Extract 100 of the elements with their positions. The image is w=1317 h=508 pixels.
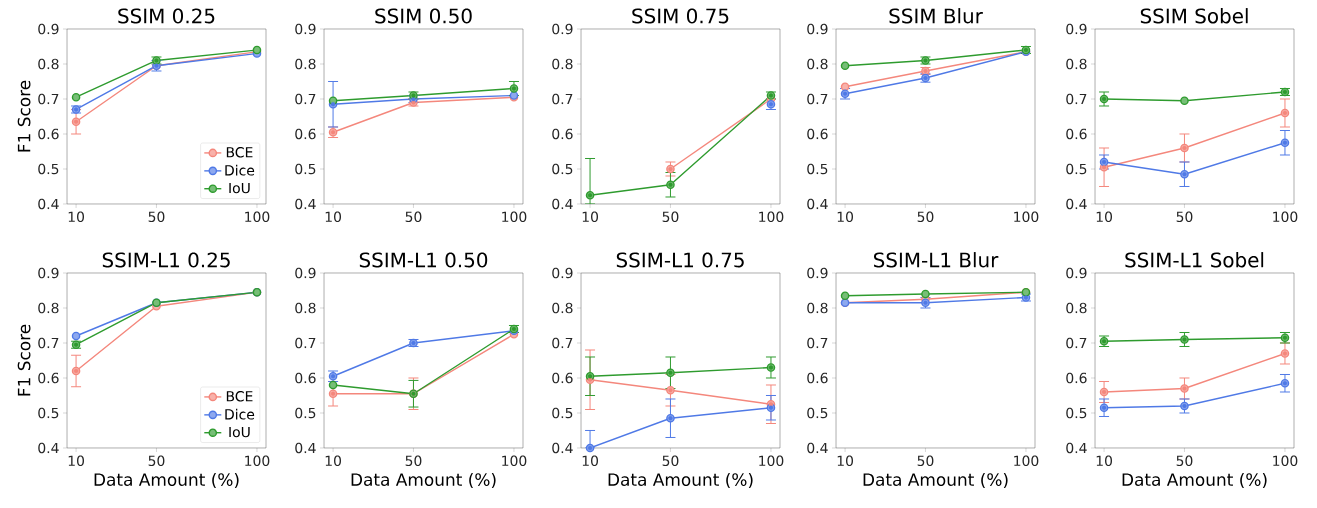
y-tick-label: 0.7: [552, 93, 573, 105]
y-tick-label: 0.7: [1066, 337, 1087, 349]
x-axis-title: Data Amount (%): [351, 472, 496, 488]
y-tick-label: 0.7: [807, 93, 828, 105]
y-tick-label: 0.6: [1066, 128, 1087, 140]
legend-label: Dice: [225, 408, 255, 420]
y-tick-label: 0.9: [552, 267, 573, 279]
chart-title: SSIM-L1 0.50: [359, 252, 488, 268]
y-tick-label: 0.4: [552, 198, 573, 210]
x-tick-label: 10: [68, 455, 85, 467]
chart-title: SSIM Sobel: [1140, 8, 1248, 24]
legend-label: IoU: [229, 426, 250, 438]
y-tick-label: 0.4: [38, 442, 59, 454]
y-tick-label: 0.6: [38, 128, 59, 140]
y-tick-label: 0.5: [807, 163, 828, 175]
y-tick-label: 0.5: [295, 163, 316, 175]
y-axis-title: F1 Score: [17, 80, 31, 152]
x-tick-label: 10: [837, 211, 854, 223]
y-tick-label: 0.8: [295, 302, 316, 314]
y-tick-label: 0.4: [1066, 442, 1087, 454]
y-tick-label: 0.9: [1066, 23, 1087, 35]
y-tick-label: 0.4: [807, 198, 828, 210]
x-axis-title: Data Amount (%): [1122, 472, 1267, 488]
y-tick-label: 0.7: [1066, 93, 1087, 105]
y-tick-label: 0.9: [38, 267, 59, 279]
y-tick-label: 0.8: [38, 302, 59, 314]
chart-title: SSIM 0.50: [375, 8, 472, 24]
x-tick-label: 10: [582, 455, 599, 467]
y-tick-label: 0.9: [295, 23, 316, 35]
x-tick-label: 10: [325, 455, 342, 467]
y-tick-label: 0.5: [552, 407, 573, 419]
y-tick-label: 0.6: [38, 372, 59, 384]
x-tick-label: 100: [1014, 455, 1039, 467]
legend-label: Dice: [225, 164, 255, 176]
y-tick-label: 0.7: [38, 337, 59, 349]
y-tick-label: 0.5: [807, 407, 828, 419]
x-axis-title: Data Amount (%): [863, 472, 1008, 488]
x-tick-label: 100: [1273, 455, 1298, 467]
x-tick-label: 100: [1014, 211, 1039, 223]
y-tick-label: 0.6: [552, 128, 573, 140]
y-tick-label: 0.7: [295, 93, 316, 105]
chart-title: SSIM Blur: [889, 8, 983, 24]
x-tick-label: 10: [68, 211, 85, 223]
x-axis-title: Data Amount (%): [94, 472, 239, 488]
chart-title: SSIM-L1 0.25: [102, 252, 230, 268]
x-tick-label: 100: [245, 211, 270, 223]
y-tick-label: 0.6: [295, 372, 316, 384]
y-tick-label: 0.4: [38, 198, 59, 210]
y-tick-label: 0.8: [807, 302, 828, 314]
y-tick-label: 0.8: [552, 302, 573, 314]
x-tick-label: 50: [917, 455, 934, 467]
y-tick-label: 0.5: [38, 407, 59, 419]
x-tick-label: 50: [662, 455, 679, 467]
y-tick-label: 0.7: [38, 93, 59, 105]
y-tick-label: 0.4: [295, 442, 316, 454]
y-tick-label: 0.9: [1066, 267, 1087, 279]
y-tick-label: 0.5: [295, 407, 316, 419]
y-tick-label: 0.9: [38, 23, 59, 35]
x-tick-label: 100: [759, 211, 784, 223]
y-tick-label: 0.6: [295, 128, 316, 140]
chart-title: SSIM-L1 Blur: [873, 252, 999, 268]
x-tick-label: 50: [148, 211, 165, 223]
x-tick-label: 10: [1096, 455, 1113, 467]
y-tick-label: 0.6: [552, 372, 573, 384]
chart-title: SSIM-L1 0.75: [616, 252, 744, 268]
y-tick-label: 0.9: [552, 23, 573, 35]
x-tick-label: 100: [502, 211, 527, 223]
x-tick-label: 50: [662, 211, 679, 223]
legend-label: BCE: [226, 146, 253, 158]
y-tick-label: 0.4: [807, 442, 828, 454]
y-tick-label: 0.5: [1066, 407, 1087, 419]
x-tick-label: 50: [1176, 455, 1193, 467]
x-tick-label: 100: [759, 455, 784, 467]
y-tick-label: 0.9: [295, 267, 316, 279]
y-tick-label: 0.4: [295, 198, 316, 210]
y-tick-label: 0.8: [38, 58, 59, 70]
x-tick-label: 100: [245, 455, 270, 467]
y-tick-label: 0.5: [552, 163, 573, 175]
y-tick-label: 0.4: [552, 442, 573, 454]
y-tick-label: 0.5: [1066, 163, 1087, 175]
x-axis-title: Data Amount (%): [608, 472, 753, 488]
x-tick-label: 100: [502, 455, 527, 467]
x-tick-label: 10: [582, 211, 599, 223]
x-tick-label: 10: [325, 211, 342, 223]
legend-label: BCE: [226, 390, 253, 402]
x-tick-label: 50: [405, 211, 422, 223]
y-tick-label: 0.4: [1066, 198, 1087, 210]
x-tick-label: 10: [1096, 211, 1113, 223]
x-tick-label: 50: [405, 455, 422, 467]
y-tick-label: 0.6: [807, 128, 828, 140]
y-tick-label: 0.8: [1066, 302, 1087, 314]
y-axis-title: F1 Score: [17, 324, 31, 396]
x-tick-label: 10: [837, 455, 854, 467]
y-tick-label: 0.9: [807, 23, 828, 35]
y-tick-label: 0.9: [807, 267, 828, 279]
y-tick-label: 0.7: [807, 337, 828, 349]
x-tick-label: 50: [148, 455, 165, 467]
y-tick-label: 0.7: [552, 337, 573, 349]
y-tick-label: 0.8: [295, 58, 316, 70]
x-tick-label: 100: [1273, 211, 1298, 223]
